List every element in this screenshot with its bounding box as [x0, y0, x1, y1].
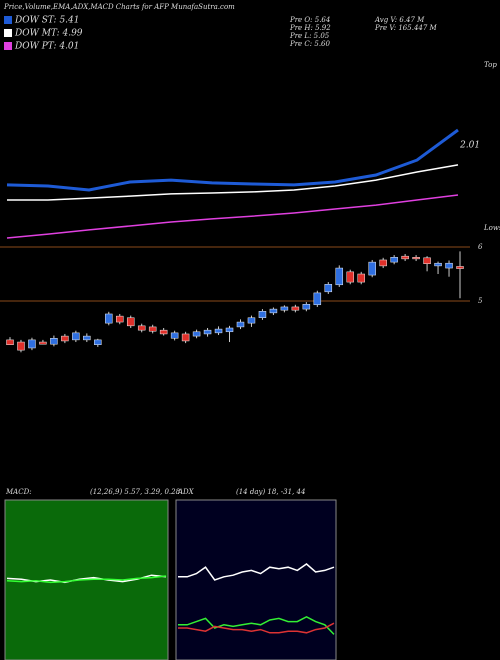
info: Pre L: 5.05 [289, 32, 330, 40]
adx-params: (14 day) 18, -31, 44 [236, 488, 305, 496]
candle-body [346, 271, 354, 283]
candle-body [170, 332, 179, 339]
series-line [7, 164, 459, 201]
candle-body [269, 308, 278, 314]
candle-body [105, 313, 113, 324]
candle-body [258, 311, 267, 318]
top-label: Top [484, 61, 497, 69]
y-tick-label: 5 [478, 297, 483, 305]
adx-label: ADX [177, 488, 195, 496]
candle-body [225, 327, 234, 333]
candle-body [379, 259, 387, 267]
candle-body [390, 257, 398, 263]
candle-body [291, 306, 300, 311]
page-title: Price,Volume,EMA,ADX,MACD Charts for AFP… [3, 3, 235, 11]
series-line [6, 194, 459, 239]
candle-body [236, 321, 245, 328]
legend-label: DOW ST: 5.41 [14, 16, 80, 26]
series-line [178, 563, 335, 581]
candle-body [203, 329, 212, 335]
candle-body [192, 331, 201, 337]
macd-params: (12,26,9) 5.57, 3.29, 0.28 [90, 488, 181, 496]
candle-body [72, 332, 80, 341]
candle-body [159, 329, 168, 335]
candle-body [50, 338, 58, 345]
candle-body [214, 328, 223, 334]
candle-body [357, 273, 365, 283]
candle-body [116, 315, 124, 323]
info: Pre O: 5.64 [289, 16, 330, 24]
candle-body [324, 284, 333, 293]
candle-body [137, 325, 146, 331]
info: Pre H: 5.92 [289, 24, 331, 32]
series-line [178, 615, 335, 635]
candle-body [434, 262, 442, 267]
annotation: 2.01 [459, 141, 480, 151]
info: Pre C: 5.60 [289, 40, 330, 48]
candle-body [445, 262, 453, 269]
series-line [6, 575, 167, 584]
candle-body [302, 303, 311, 310]
candle-body [423, 257, 431, 264]
legend-swatch [4, 29, 12, 37]
candle-body [335, 267, 344, 286]
candle-body [6, 339, 14, 345]
y-tick-label: 6 [478, 243, 483, 251]
candle-body [313, 292, 322, 306]
candle-body [94, 339, 102, 345]
info: Pre V: 165.447 M [374, 24, 438, 32]
series-line [178, 622, 335, 634]
candle-body [368, 261, 376, 276]
candle-body [247, 317, 256, 324]
info: Avg V: 6.47 M [374, 16, 425, 24]
candle-body [28, 339, 36, 349]
candle-body [181, 333, 190, 342]
candle-body [412, 257, 420, 260]
macd-label: MACD: [5, 488, 32, 496]
legend-label: DOW MT: 4.99 [14, 29, 83, 39]
candle-body [456, 266, 464, 269]
legend-label: DOW PT: 4.01 [14, 42, 79, 52]
candle-body [148, 326, 157, 332]
series-line [6, 128, 459, 192]
legend-swatch [4, 42, 12, 50]
legend-swatch [4, 16, 12, 24]
candle-body [280, 306, 289, 311]
candle-body [83, 335, 91, 341]
low-label: Lows [483, 224, 500, 232]
candle-body [61, 335, 69, 342]
candle-body [401, 255, 409, 260]
candle-body [39, 341, 47, 345]
candle-body [17, 341, 25, 351]
panel [175, 499, 337, 660]
candle-body [126, 317, 135, 327]
